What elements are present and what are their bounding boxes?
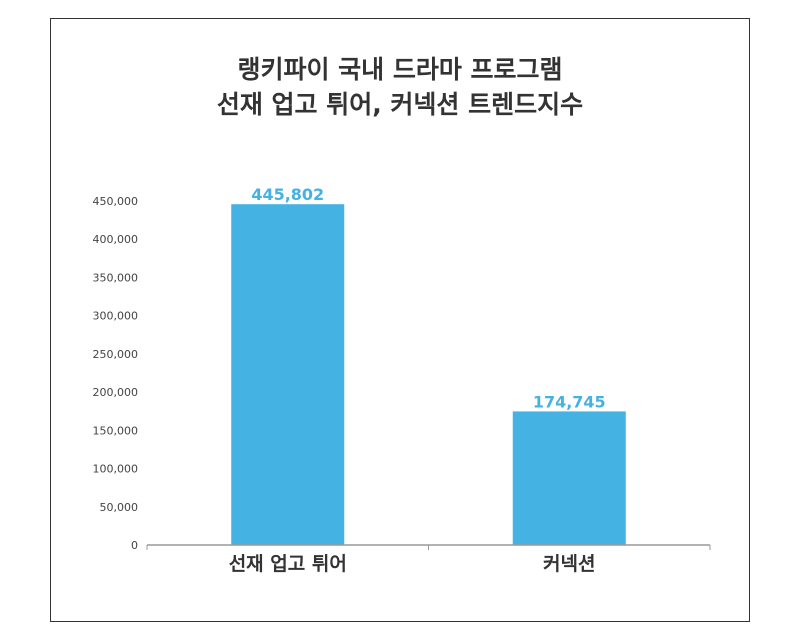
- y-tick-label: 0: [131, 539, 138, 552]
- chart-frame: [50, 18, 750, 622]
- y-tick-label: 350,000: [93, 271, 139, 284]
- y-tick-label: 150,000: [93, 424, 139, 437]
- y-tick-label: 50,000: [100, 501, 139, 514]
- bar: [231, 204, 345, 545]
- y-tick-label: 450,000: [93, 195, 139, 208]
- x-category-label: 선재 업고 튀어: [229, 553, 347, 575]
- y-tick-label: 400,000: [93, 233, 139, 246]
- bar-value-label: 445,802: [251, 185, 324, 204]
- chart-title-line-2: 선재 업고 튀어, 커넥션 트렌드지수: [216, 90, 584, 119]
- y-tick-label: 300,000: [93, 310, 139, 323]
- y-tick-label: 250,000: [93, 348, 139, 361]
- bar: [512, 411, 626, 545]
- chart-title: 랭키파이 국내 드라마 프로그램 선재 업고 튀어, 커넥션 트렌드지수: [0, 52, 800, 122]
- x-category-label: 커넥션: [543, 553, 595, 575]
- chart-title-line-1: 랭키파이 국내 드라마 프로그램: [237, 55, 563, 84]
- bar-value-label: 174,745: [533, 392, 606, 411]
- y-tick-label: 200,000: [93, 386, 139, 399]
- y-tick-label: 100,000: [93, 463, 139, 476]
